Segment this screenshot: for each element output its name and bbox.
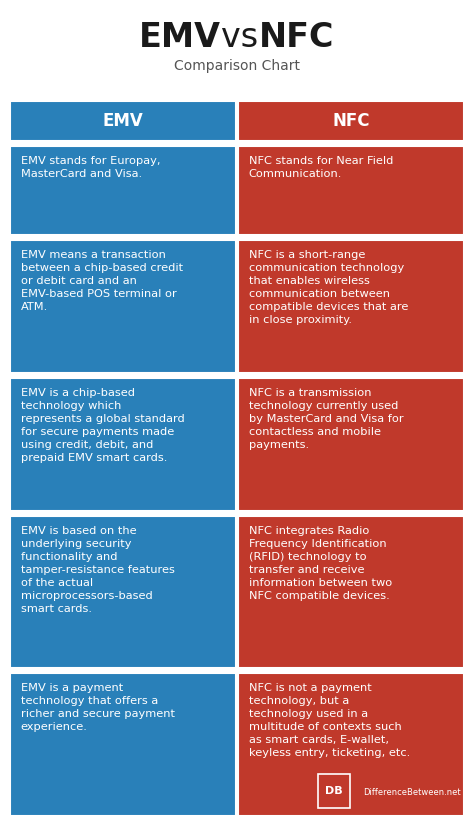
Text: EMV stands for Europay,
MasterCard and Visa.: EMV stands for Europay, MasterCard and V… [21,156,160,179]
Text: vs: vs [221,21,258,54]
FancyBboxPatch shape [10,673,236,816]
FancyBboxPatch shape [238,673,464,816]
FancyBboxPatch shape [238,101,464,141]
FancyBboxPatch shape [238,378,464,511]
FancyBboxPatch shape [10,378,236,511]
Text: NFC integrates Radio
Frequency Identification
(RFID) technology to
transfer and : NFC integrates Radio Frequency Identific… [249,526,392,601]
Text: DifferenceBetween.net: DifferenceBetween.net [364,788,461,797]
Text: NFC: NFC [332,112,370,130]
Text: NFC: NFC [258,21,334,54]
Text: EMV means a transaction
between a chip-based credit
or debit card and an
EMV-bas: EMV means a transaction between a chip-b… [21,250,183,312]
FancyBboxPatch shape [10,516,236,668]
Text: Comparison Chart: Comparison Chart [174,60,300,73]
Text: EMV is a chip-based
technology which
represents a global standard
for secure pay: EMV is a chip-based technology which rep… [21,388,184,463]
Text: NFC is a transmission
technology currently used
by MasterCard and Visa for
conta: NFC is a transmission technology current… [249,388,403,450]
Text: NFC is a short-range
communication technology
that enables wireless
communicatio: NFC is a short-range communication techn… [249,250,408,325]
FancyBboxPatch shape [10,101,236,141]
Text: EMV is a payment
technology that offers a
richer and secure payment
experience.: EMV is a payment technology that offers … [21,683,175,732]
Text: DB: DB [325,786,343,796]
FancyBboxPatch shape [10,240,236,373]
Text: NFC stands for Near Field
Communication.: NFC stands for Near Field Communication. [249,156,393,179]
FancyBboxPatch shape [238,146,464,235]
Text: EMV: EMV [139,21,221,54]
Text: NFC is not a payment
technology, but a
technology used in a
multitude of context: NFC is not a payment technology, but a t… [249,683,410,759]
FancyBboxPatch shape [10,146,236,235]
Text: EMV is based on the
underlying security
functionality and
tamper-resistance feat: EMV is based on the underlying security … [21,526,175,614]
FancyBboxPatch shape [238,240,464,373]
Text: EMV: EMV [103,112,143,130]
FancyBboxPatch shape [238,516,464,668]
